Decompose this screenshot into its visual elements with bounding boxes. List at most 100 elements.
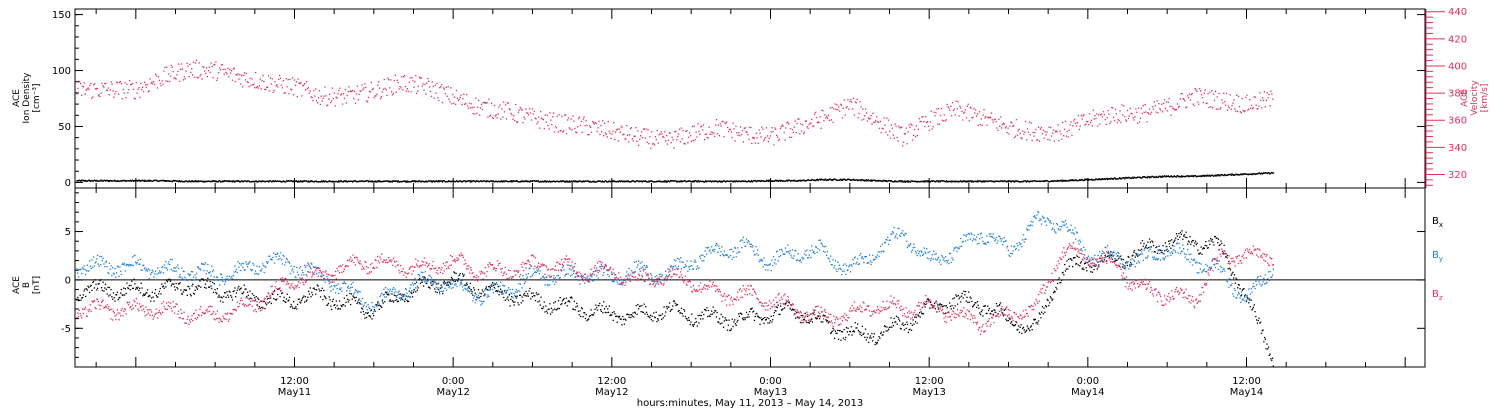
Bx-point	[1163, 253, 1164, 254]
Bx-point	[810, 314, 811, 315]
Bx-point	[191, 285, 192, 286]
velocity-point	[1232, 103, 1233, 104]
velocity-point	[1150, 114, 1151, 115]
Bx-point	[143, 294, 144, 295]
velocity-point	[336, 97, 337, 98]
velocity-point	[154, 84, 155, 85]
velocity-point	[780, 128, 781, 129]
velocity-point	[536, 123, 537, 124]
velocity-point	[1046, 132, 1047, 133]
By-point	[212, 271, 213, 272]
Bx-point	[838, 339, 839, 340]
velocity-point	[141, 89, 142, 90]
velocity-point	[1243, 110, 1244, 111]
velocity-point	[956, 101, 957, 102]
Bx-point	[195, 290, 196, 291]
Bx-point	[997, 306, 998, 307]
Bx-point	[101, 287, 102, 288]
Bx-point	[368, 312, 369, 313]
velocity-point	[1200, 90, 1201, 91]
velocity-point	[1065, 121, 1066, 122]
velocity-point	[558, 131, 559, 132]
Bx-point	[269, 301, 270, 302]
Bx-point	[393, 301, 394, 302]
Bx-point	[1029, 330, 1030, 331]
velocity-point	[1256, 105, 1257, 106]
velocity-point	[83, 86, 84, 87]
velocity-point	[581, 121, 582, 122]
velocity-point	[281, 85, 282, 86]
Bx-point	[1043, 313, 1044, 314]
velocity-point	[279, 75, 280, 76]
velocity-point	[474, 113, 475, 114]
By-point	[95, 261, 96, 262]
velocity-point	[397, 80, 398, 81]
Bx-point	[845, 337, 846, 338]
velocity-point	[255, 72, 256, 73]
Bx-point	[116, 294, 117, 295]
velocity-point	[915, 136, 916, 137]
Bx-point	[562, 300, 563, 301]
velocity-point	[1117, 122, 1118, 123]
Bx-point	[1271, 360, 1272, 361]
By-point	[248, 263, 249, 264]
By-point	[240, 270, 241, 271]
By-point	[292, 268, 293, 269]
velocity-point	[262, 75, 263, 76]
By-point	[206, 273, 207, 274]
velocity-point	[153, 81, 154, 82]
velocity-point	[393, 93, 394, 94]
Bx-point	[585, 318, 586, 319]
Bx-point	[702, 318, 703, 319]
Bx-point	[1057, 283, 1058, 284]
velocity-point	[386, 89, 387, 90]
By-point	[222, 277, 223, 278]
velocity-point	[716, 119, 717, 120]
velocity-point	[808, 128, 809, 129]
Bx-point	[107, 293, 108, 294]
Bx-point	[401, 297, 402, 298]
velocity-point	[1099, 123, 1100, 124]
velocity-point	[238, 78, 239, 79]
Bx-point	[1131, 264, 1132, 265]
Bx-point	[736, 321, 737, 322]
velocity-point	[938, 108, 939, 109]
velocity-point	[980, 124, 981, 125]
velocity-point	[274, 90, 275, 91]
By-point	[230, 277, 231, 278]
velocity-point	[456, 90, 457, 91]
velocity-point	[895, 126, 896, 127]
velocity-point	[317, 102, 318, 103]
Bx-point	[986, 313, 987, 314]
velocity-point	[338, 90, 339, 91]
ion_density-point	[397, 181, 398, 182]
velocity-point	[771, 131, 772, 132]
Bx-point	[709, 316, 710, 317]
velocity-point	[540, 111, 541, 112]
velocity-point	[388, 79, 389, 80]
velocity-point	[1122, 114, 1123, 115]
velocity-point	[216, 80, 217, 81]
Bx-point	[89, 292, 90, 293]
velocity-point	[979, 111, 980, 112]
Bx-point	[364, 314, 365, 315]
Bx-point	[892, 322, 893, 323]
Bx-point	[825, 319, 826, 320]
velocity-point	[633, 140, 634, 141]
Bx-point	[118, 299, 119, 300]
Bx-point	[521, 296, 522, 297]
Bx-point	[1255, 316, 1256, 317]
velocity-point	[835, 109, 836, 110]
velocity-point	[1073, 120, 1074, 121]
Bx-point	[160, 293, 161, 294]
Bx-point	[226, 297, 227, 298]
Bx-point	[154, 293, 155, 294]
Bx-point	[963, 297, 964, 298]
Bx-point	[778, 305, 779, 306]
velocity-point	[594, 123, 595, 124]
Bx-point	[637, 304, 638, 305]
Bx-point	[636, 305, 637, 306]
Bx-point	[1098, 266, 1099, 267]
velocity-point	[323, 98, 324, 99]
Bx-point	[613, 311, 614, 312]
